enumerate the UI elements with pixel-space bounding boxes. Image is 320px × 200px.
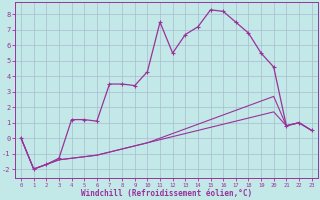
X-axis label: Windchill (Refroidissement éolien,°C): Windchill (Refroidissement éolien,°C) <box>81 189 252 198</box>
